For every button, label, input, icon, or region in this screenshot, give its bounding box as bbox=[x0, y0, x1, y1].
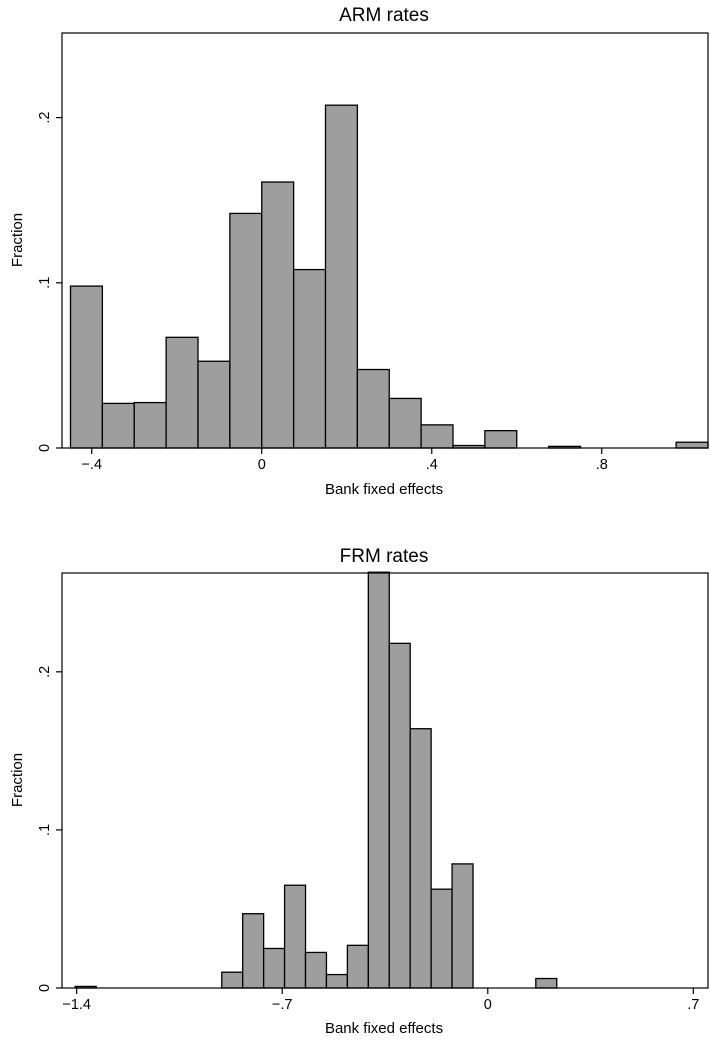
histogram-bar bbox=[409, 728, 432, 989]
x-tick-label: −.4 bbox=[81, 457, 102, 473]
histogram-bar bbox=[388, 642, 411, 989]
frm-rates-chart: FRM rates Bank fixed effects Fraction −1… bbox=[9, 546, 709, 1037]
histogram-bar bbox=[133, 401, 167, 449]
x-tick-label: .8 bbox=[596, 457, 608, 473]
histogram-bar bbox=[165, 336, 199, 449]
x-tick-label: −1.4 bbox=[62, 997, 91, 1013]
histogram-bar bbox=[229, 212, 263, 449]
y-tick-label: .2 bbox=[37, 666, 53, 678]
plot-frame bbox=[61, 572, 709, 989]
y-tick-label: .1 bbox=[37, 824, 53, 836]
histogram-bar bbox=[324, 104, 359, 449]
histogram-bar bbox=[69, 285, 104, 449]
histogram-bar bbox=[430, 888, 453, 989]
chart-title: FRM rates bbox=[340, 546, 429, 567]
histogram-bar bbox=[197, 360, 231, 449]
histogram-bar bbox=[221, 971, 244, 989]
x-tick-label: −.7 bbox=[272, 997, 293, 1013]
y-tick-label: .2 bbox=[37, 112, 53, 124]
y-axis-ticks: 0 .1 .2 bbox=[37, 666, 62, 992]
histogram-bar bbox=[262, 947, 286, 989]
histogram-bar bbox=[304, 951, 328, 989]
y-tick-label: 0 bbox=[37, 984, 53, 992]
x-tick-label: 0 bbox=[258, 457, 266, 473]
x-axis-label: Bank fixed effects bbox=[325, 481, 443, 498]
histogram-bar bbox=[535, 977, 558, 989]
y-tick-label: .1 bbox=[37, 277, 53, 289]
histogram-bar bbox=[388, 397, 422, 449]
y-axis-label: Fraction bbox=[9, 213, 26, 267]
y-tick-label: 0 bbox=[37, 444, 53, 452]
histogram-bar bbox=[484, 430, 518, 449]
histogram-bar bbox=[420, 424, 454, 449]
histogram-bar bbox=[261, 181, 295, 449]
histogram-bar bbox=[101, 402, 135, 449]
x-tick-label: .7 bbox=[687, 997, 699, 1013]
x-tick-label: 0 bbox=[484, 997, 492, 1013]
histogram-bar bbox=[325, 973, 349, 989]
histogram-bar bbox=[346, 944, 369, 989]
bars bbox=[74, 571, 558, 989]
y-axis-ticks: 0 .1 .2 bbox=[37, 112, 62, 452]
chart-title: ARM rates bbox=[339, 5, 429, 26]
x-axis-ticks: −1.4 −.7 0 .7 bbox=[62, 988, 699, 1013]
x-axis-ticks: −.4 0 .4 .8 bbox=[81, 448, 608, 473]
x-axis-label: Bank fixed effects bbox=[325, 1020, 443, 1037]
histogram-bar bbox=[451, 863, 474, 989]
histogram-bar bbox=[367, 571, 390, 989]
y-axis-label: Fraction bbox=[9, 753, 26, 807]
x-tick-label: .4 bbox=[426, 457, 438, 473]
histogram-bar bbox=[675, 441, 709, 449]
plot-frame bbox=[61, 32, 709, 449]
histogram-bar bbox=[356, 368, 390, 449]
histogram-bar bbox=[283, 884, 307, 989]
histogram-bar bbox=[292, 268, 327, 449]
arm-rates-chart: ARM rates Bank fixed effects Fraction −.… bbox=[9, 5, 709, 498]
histogram-bar bbox=[242, 913, 265, 989]
bars bbox=[69, 104, 709, 449]
